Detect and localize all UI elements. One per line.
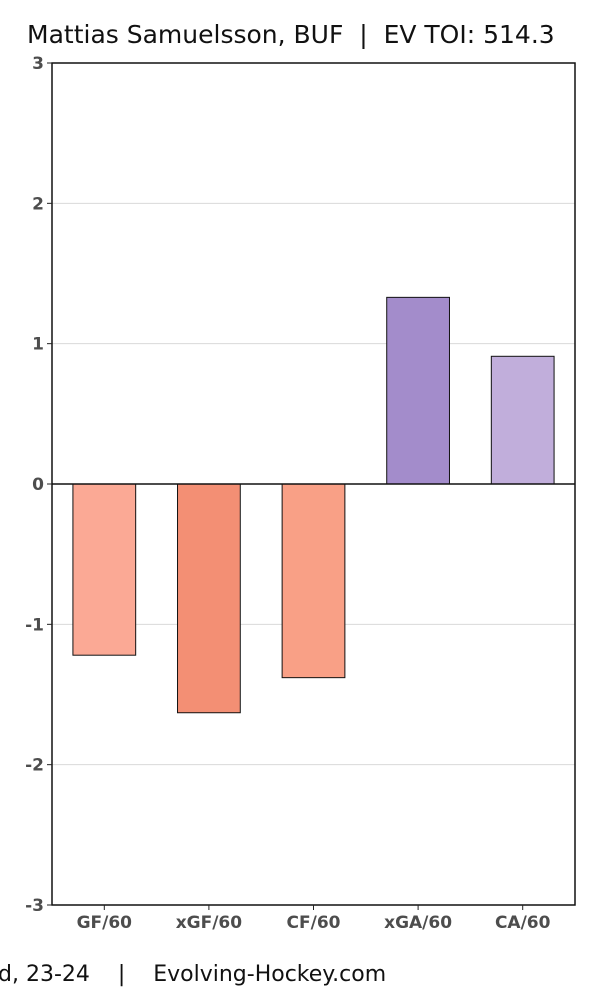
y-tick-label: -1 [25,615,44,635]
bar-xgf-per-60 [177,483,241,714]
x-tick-label: xGA/60 [384,913,452,933]
x-tick-label: xGF/60 [176,913,243,933]
x-tick-label: CF/60 [287,913,341,933]
x-tick-label: GF/60 [77,913,133,933]
bar-cf-per-60 [281,483,346,679]
y-tick-label: 1 [32,335,44,355]
bars [72,296,555,714]
y-tick-label: 3 [32,54,44,74]
y-tick-label: -3 [25,896,44,916]
y-tick-label: 0 [32,475,44,495]
bar-gf-per-60 [72,483,137,656]
y-tick-label: -2 [25,756,44,776]
bar-ca-per-60 [490,355,555,485]
x-axis-ticks: GF/60 xGF/60 CF/60 xGA/60 CA/60 [77,905,551,933]
footer-credit: d, 23-24 | Evolving-Hockey.com [0,962,387,987]
y-tick-label: 2 [32,194,44,214]
chart-title: Mattias Samuelsson, BUF | EV TOI: 514.3 [27,20,555,49]
y-axis-ticks: 3 2 1 0 -1 -2 -3 [25,54,52,916]
x-tick-label: CA/60 [495,913,551,933]
bar-xga-per-60 [386,296,450,485]
